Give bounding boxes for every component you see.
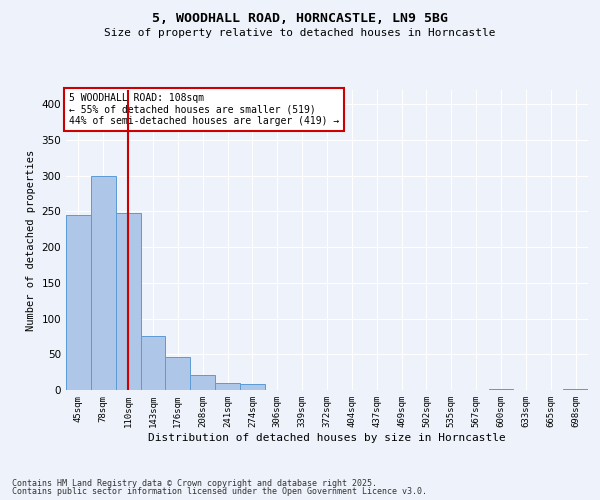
Text: Size of property relative to detached houses in Horncastle: Size of property relative to detached ho…	[104, 28, 496, 38]
Bar	[116, 213, 140, 390]
Text: Contains HM Land Registry data © Crown copyright and database right 2025.: Contains HM Land Registry data © Crown c…	[12, 478, 377, 488]
Y-axis label: Number of detached properties: Number of detached properties	[26, 150, 36, 330]
Bar	[215, 383, 240, 390]
Bar	[488, 388, 514, 390]
Text: Contains public sector information licensed under the Open Government Licence v3: Contains public sector information licen…	[12, 488, 427, 496]
Bar	[240, 384, 265, 390]
Bar	[563, 388, 588, 390]
Bar	[190, 375, 215, 390]
Bar	[66, 215, 91, 390]
Bar	[140, 336, 166, 390]
Bar	[166, 357, 190, 390]
Bar	[91, 176, 116, 390]
Text: 5, WOODHALL ROAD, HORNCASTLE, LN9 5BG: 5, WOODHALL ROAD, HORNCASTLE, LN9 5BG	[152, 12, 448, 26]
X-axis label: Distribution of detached houses by size in Horncastle: Distribution of detached houses by size …	[148, 432, 506, 442]
Text: 5 WOODHALL ROAD: 108sqm
← 55% of detached houses are smaller (519)
44% of semi-d: 5 WOODHALL ROAD: 108sqm ← 55% of detache…	[68, 93, 339, 126]
